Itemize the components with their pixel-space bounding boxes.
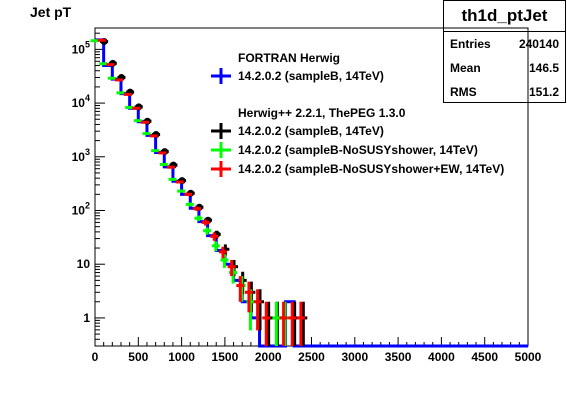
x-tick-label: 4500 — [471, 350, 498, 364]
legend-header: FORTRAN Herwig — [238, 51, 340, 65]
y-tick-label: 104 — [72, 93, 90, 110]
stats-value: 151.2 — [528, 85, 559, 99]
legend-header: Herwig++ 2.2.1, ThePEG 1.3.0 — [238, 106, 406, 120]
stats-label: RMS — [450, 85, 477, 99]
x-tick-label: 4000 — [428, 350, 455, 364]
x-tick-label: 0 — [92, 350, 99, 364]
x-tick-label: 3000 — [341, 350, 368, 364]
legend: FORTRAN Herwig 14.2.0.2 (sampleB, 14TeV) H… — [211, 51, 504, 177]
legend-label: 14.2.0.2 (sampleB-NoSUSYshower, 14TeV) — [238, 143, 478, 157]
series-histogram-line — [95, 38, 528, 348]
legend-label: 14.2.0.2 (sampleB-NoSUSYshower+EW, 14TeV… — [238, 162, 504, 176]
x-tick-label: 3500 — [385, 350, 412, 364]
stats-value: 240140 — [518, 37, 559, 51]
y-tick-label: 10 — [77, 257, 91, 271]
stats-value: 146.5 — [528, 61, 559, 75]
stats-row-entries: Entries 240140 — [444, 32, 565, 56]
stats-histogram-name: th1d_ptJet — [444, 1, 565, 32]
stats-label: Entries — [450, 37, 491, 51]
x-tick-label: 5000 — [515, 350, 542, 364]
x-tick-label: 2500 — [298, 350, 325, 364]
y-tick-label: 105 — [72, 39, 90, 56]
stats-label: Mean — [450, 61, 481, 75]
canvas-title: Jet pT — [30, 4, 72, 20]
stats-row-rms: RMS 151.2 — [444, 80, 565, 104]
x-tick-label: 500 — [128, 350, 148, 364]
legend-label: 14.2.0.2 (sampleB, 14TeV) — [238, 69, 384, 83]
y-tick-label: 1 — [83, 311, 90, 325]
x-tick-label: 2000 — [255, 350, 282, 364]
x-tick-label: 1500 — [212, 350, 239, 364]
x-tick-label: 1000 — [168, 350, 195, 364]
stats-row-mean: Mean 146.5 — [444, 56, 565, 80]
stats-box: th1d_ptJet Entries 240140 Mean 146.5 RMS… — [443, 0, 566, 103]
y-tick-label: 102 — [72, 200, 90, 217]
legend-label: 14.2.0.2 (sampleB, 14TeV) — [238, 124, 384, 138]
y-tick-label: 103 — [72, 147, 90, 164]
